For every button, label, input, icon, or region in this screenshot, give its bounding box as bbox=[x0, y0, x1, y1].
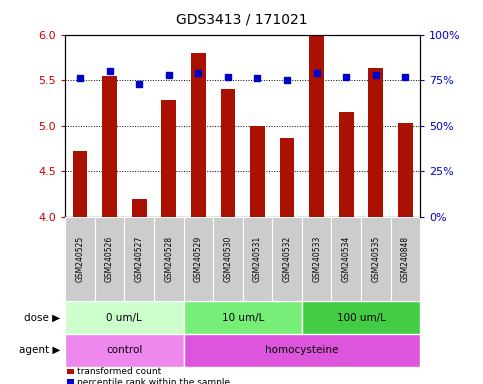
Text: GSM240533: GSM240533 bbox=[312, 236, 321, 282]
Bar bbox=[184, 217, 213, 301]
Text: 10 um/L: 10 um/L bbox=[222, 313, 264, 323]
Bar bbox=[72, 151, 87, 217]
Bar bbox=[65, 301, 184, 334]
Bar bbox=[132, 199, 146, 217]
Text: control: control bbox=[106, 345, 142, 356]
Bar bbox=[125, 217, 154, 301]
Text: dose ▶: dose ▶ bbox=[24, 313, 60, 323]
Text: GSM240848: GSM240848 bbox=[401, 236, 410, 282]
Bar bbox=[398, 123, 413, 217]
Text: percentile rank within the sample: percentile rank within the sample bbox=[77, 377, 230, 384]
Bar bbox=[184, 334, 420, 367]
Text: GDS3413 / 171021: GDS3413 / 171021 bbox=[176, 12, 307, 26]
Text: transformed count: transformed count bbox=[77, 367, 161, 376]
Text: 0 um/L: 0 um/L bbox=[106, 313, 142, 323]
Bar bbox=[161, 100, 176, 217]
Text: GSM240527: GSM240527 bbox=[135, 236, 143, 282]
Text: GSM240532: GSM240532 bbox=[283, 236, 292, 282]
Bar bbox=[213, 217, 242, 301]
Bar bbox=[65, 334, 184, 367]
Text: GSM240528: GSM240528 bbox=[164, 236, 173, 282]
Bar bbox=[302, 301, 420, 334]
Text: GSM240535: GSM240535 bbox=[371, 236, 380, 282]
Text: GSM240534: GSM240534 bbox=[342, 236, 351, 282]
Bar bbox=[302, 217, 331, 301]
Bar bbox=[242, 217, 272, 301]
Bar bbox=[184, 301, 302, 334]
Text: GSM240525: GSM240525 bbox=[75, 236, 85, 282]
Bar bbox=[272, 217, 302, 301]
Bar bbox=[369, 68, 383, 217]
Bar bbox=[331, 217, 361, 301]
Text: agent ▶: agent ▶ bbox=[19, 345, 60, 356]
Bar bbox=[102, 76, 117, 217]
Text: homocysteine: homocysteine bbox=[265, 345, 339, 356]
Text: GSM240526: GSM240526 bbox=[105, 236, 114, 282]
Bar bbox=[280, 137, 295, 217]
Bar bbox=[191, 53, 206, 217]
Bar bbox=[154, 217, 184, 301]
Text: GSM240529: GSM240529 bbox=[194, 236, 203, 282]
Text: 100 um/L: 100 um/L bbox=[337, 313, 385, 323]
Bar bbox=[361, 217, 391, 301]
Text: GSM240530: GSM240530 bbox=[224, 236, 232, 282]
Bar bbox=[95, 217, 125, 301]
Text: GSM240531: GSM240531 bbox=[253, 236, 262, 282]
Bar bbox=[250, 126, 265, 217]
Bar bbox=[65, 217, 95, 301]
Bar bbox=[309, 36, 324, 217]
Bar bbox=[339, 112, 354, 217]
Bar bbox=[221, 89, 235, 217]
Bar bbox=[391, 217, 420, 301]
